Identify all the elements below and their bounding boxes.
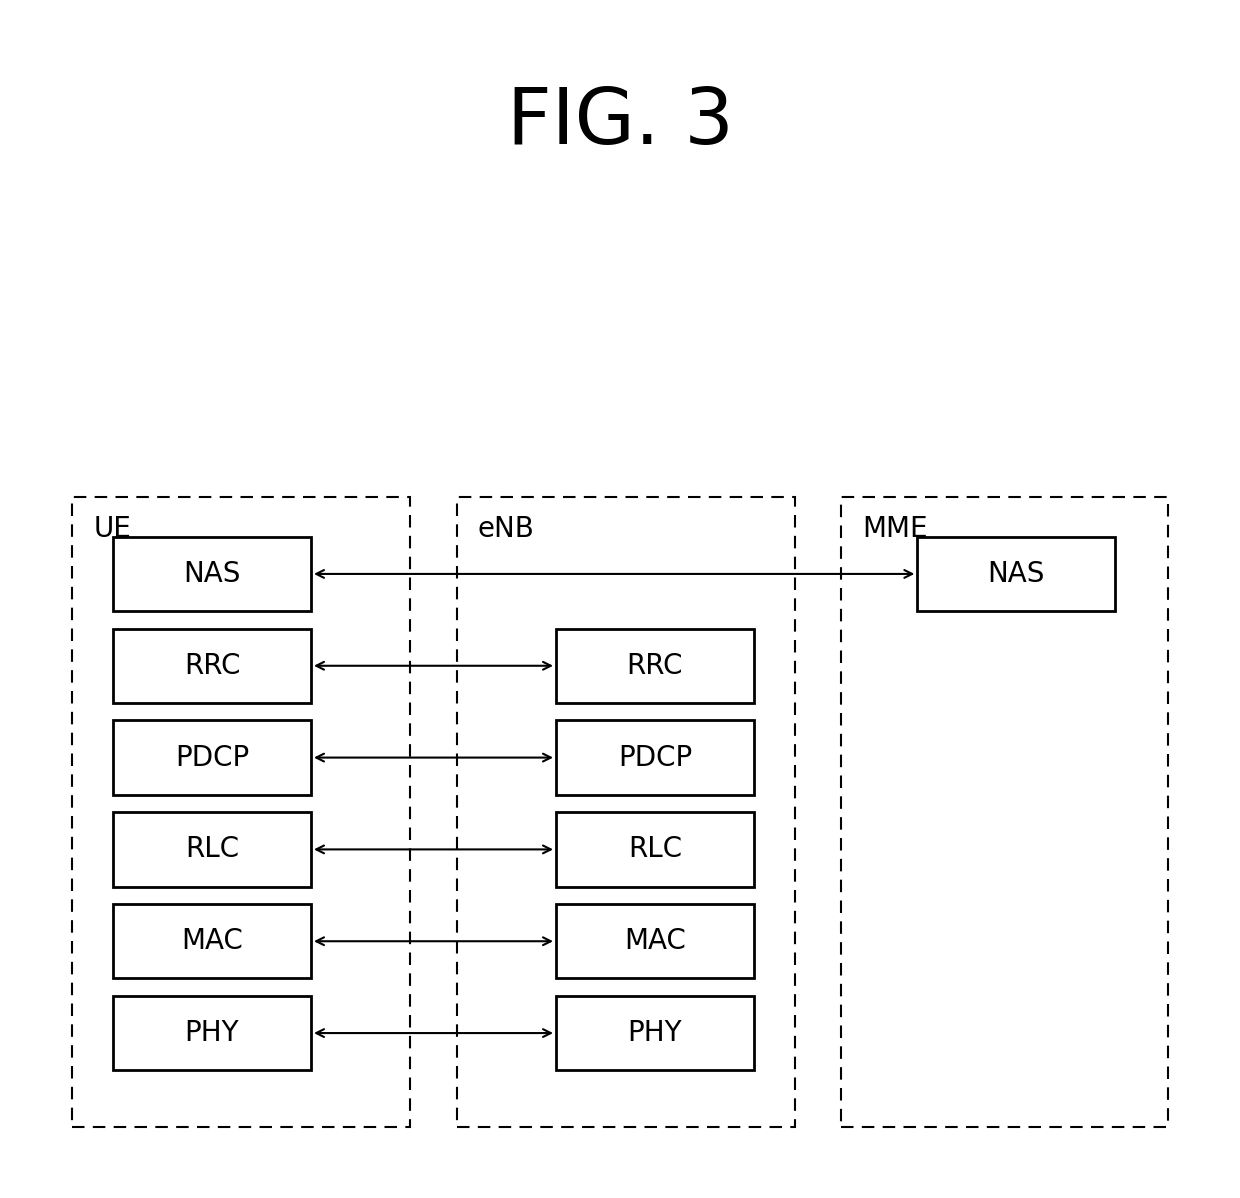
Text: MAC: MAC [181,927,243,955]
Bar [456,497,795,1127]
Bar [556,629,754,703]
Text: MAC: MAC [624,927,686,955]
Text: RLC: RLC [627,835,682,864]
Bar [556,996,754,1070]
Bar [113,537,311,611]
Bar [556,720,754,794]
Text: FIG. 3: FIG. 3 [507,84,733,159]
Text: PDCP: PDCP [175,744,249,772]
Bar [556,812,754,887]
Text: NAS: NAS [987,559,1045,588]
Bar [842,497,1168,1127]
Bar [113,996,311,1070]
Text: RRC: RRC [626,652,683,679]
Text: MME: MME [863,515,928,543]
Text: NAS: NAS [184,559,241,588]
Bar [113,629,311,703]
Text: PDCP: PDCP [618,744,692,772]
Text: RLC: RLC [185,835,239,864]
Bar [556,904,754,979]
Bar [113,812,311,887]
Bar [918,537,1116,611]
Text: eNB: eNB [477,515,534,543]
Text: RRC: RRC [184,652,241,679]
Text: UE: UE [93,515,131,543]
Text: PHY: PHY [627,1019,682,1047]
Bar [113,720,311,794]
Bar [72,497,410,1127]
Bar [113,904,311,979]
Text: PHY: PHY [185,1019,239,1047]
